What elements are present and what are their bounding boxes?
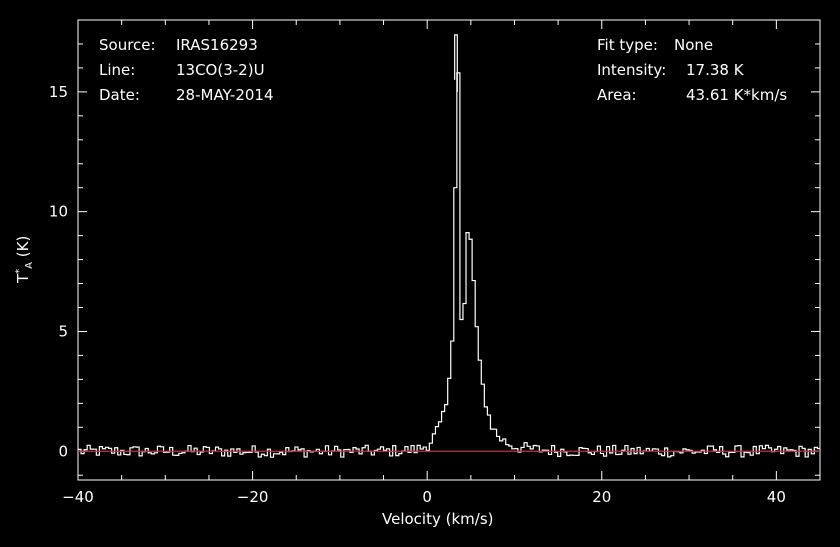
info-date-key: Date: xyxy=(99,86,140,104)
x-tick-label: 20 xyxy=(592,488,611,506)
info-date-value: 28-MAY-2014 xyxy=(176,86,274,104)
y-axis-label-sub: A xyxy=(24,261,35,269)
y-axis-label-main: T xyxy=(14,273,32,283)
info-fittype-value: None xyxy=(674,36,714,54)
y-tick-label: 15 xyxy=(49,83,68,101)
y-axis-label-unit: (K) xyxy=(14,235,32,262)
x-tick-label: 0 xyxy=(422,488,432,506)
info-line-key: Line: xyxy=(99,61,136,79)
info-line-value: 13CO(3-2)U xyxy=(176,61,265,79)
spectrum-peak xyxy=(454,34,458,92)
spectrum-line xyxy=(78,72,820,458)
y-axis-label-sup: * xyxy=(14,268,25,274)
info-area-value: 43.61 K*km/s xyxy=(686,86,788,104)
info-area-key: Area: xyxy=(597,86,637,104)
info-fittype-key: Fit type: xyxy=(597,36,658,54)
y-tick-label: 10 xyxy=(49,203,68,221)
y-axis-label: T*A (K) xyxy=(14,236,35,283)
x-tick-label: −40 xyxy=(62,488,94,506)
info-intensity-key: Intensity: xyxy=(597,61,667,79)
info-intensity-value: 17.38 K xyxy=(686,61,744,79)
x-tick-label: −20 xyxy=(237,488,269,506)
x-axis-label: Velocity (km/s) xyxy=(382,510,494,528)
info-source-key: Source: xyxy=(99,36,156,54)
x-tick-label: 40 xyxy=(767,488,786,506)
y-tick-label: 0 xyxy=(58,442,68,460)
y-tick-label: 5 xyxy=(58,322,68,340)
info-source-value: IRAS16293 xyxy=(176,36,258,54)
plot-frame xyxy=(77,19,821,481)
